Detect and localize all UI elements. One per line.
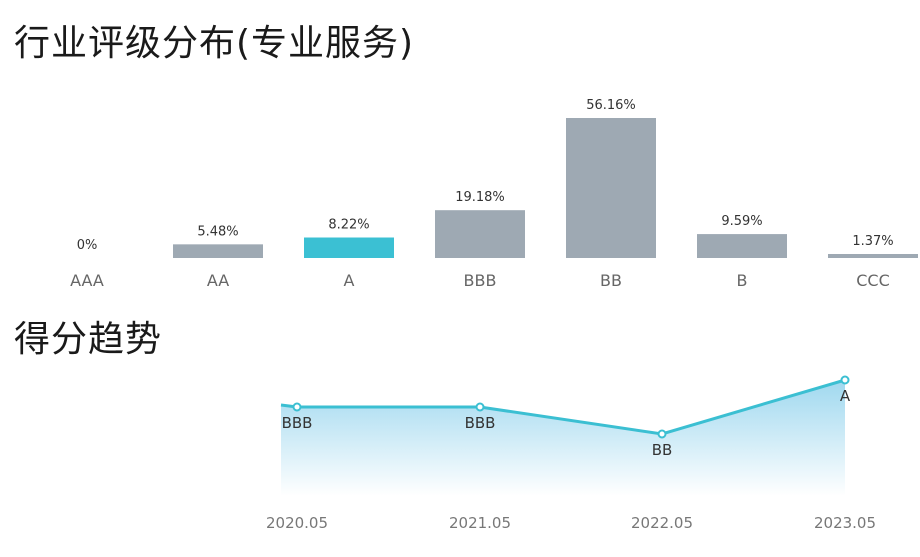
category-label-bbb: BBB xyxy=(464,271,497,290)
trend-point-3 xyxy=(840,375,850,385)
bar-value-label-bb: 56.16% xyxy=(586,98,636,113)
bar-value-label-bbb: 19.18% xyxy=(455,190,505,205)
bar-b xyxy=(697,234,787,258)
bar-value-label-a: 8.22% xyxy=(328,218,369,233)
bar-aa xyxy=(173,244,263,258)
category-label-a: A xyxy=(344,271,355,290)
trend-point-label-2: BB xyxy=(652,441,673,459)
x-tick-label-3: 2023.05 xyxy=(814,514,876,532)
trend-point-0 xyxy=(292,402,302,412)
score-trend-title: 得分趋势 xyxy=(14,319,163,360)
trend-area xyxy=(281,380,845,496)
category-label-aaa: AAA xyxy=(70,271,104,290)
bar-value-label-aa: 5.48% xyxy=(197,224,238,239)
rating-distribution-bar-chart: 0% AAA 5.48% AA 8.22% A 19.18% BBB 56.16% BB 9.59%… xyxy=(70,98,918,290)
trend-point-1 xyxy=(475,402,485,412)
bar-bb xyxy=(566,118,656,258)
x-tick-label-2: 2022.05 xyxy=(631,514,693,532)
bar-value-label-b: 9.59% xyxy=(721,214,762,229)
bar-ccc xyxy=(828,254,918,258)
category-label-aa: AA xyxy=(207,271,229,290)
category-label-b: B xyxy=(737,271,748,290)
trend-point-label-0: BBB xyxy=(282,414,313,432)
category-label-bb: BB xyxy=(600,271,622,290)
rating-distribution-title: 行业评级分布(专业服务) xyxy=(14,23,415,64)
trend-point-label-3: A xyxy=(840,387,851,405)
category-label-ccc: CCC xyxy=(856,271,890,290)
x-tick-label-1: 2021.05 xyxy=(449,514,511,532)
bar-bbb xyxy=(435,210,525,258)
bar-value-label-ccc: 1.37% xyxy=(852,234,893,249)
bar-value-label-aaa: 0% xyxy=(77,238,98,253)
trend-point-2 xyxy=(657,429,667,439)
x-tick-label-0: 2020.05 xyxy=(266,514,328,532)
bar-a xyxy=(304,237,394,258)
trend-point-label-1: BBB xyxy=(465,414,496,432)
